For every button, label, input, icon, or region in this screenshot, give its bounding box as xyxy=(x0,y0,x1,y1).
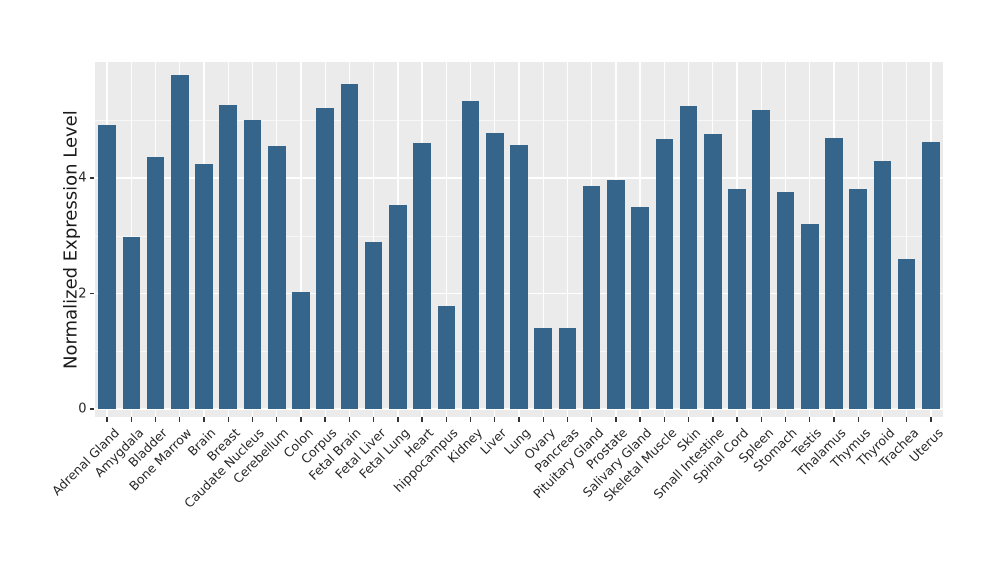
bar-skin xyxy=(679,106,698,409)
bar-bladder xyxy=(146,157,165,409)
x-tick-mark xyxy=(760,417,762,422)
x-tick-mark xyxy=(712,417,714,422)
bar-breast xyxy=(219,104,238,409)
bar-fetal-liver xyxy=(364,241,383,409)
x-tick-mark xyxy=(736,417,738,422)
x-tick-mark xyxy=(397,417,399,422)
x-tick-mark xyxy=(881,417,884,422)
x-tick-mark xyxy=(663,417,666,422)
x-tick-mark xyxy=(518,417,520,422)
y-tick-mark xyxy=(89,408,94,410)
bar-amygdala xyxy=(122,237,141,409)
x-tick-label: Liver xyxy=(477,424,510,457)
bar-caudate-nucleus xyxy=(243,120,262,409)
bar-pituitary-gland xyxy=(582,186,601,409)
x-tick-mark xyxy=(227,417,229,422)
bar-stomach xyxy=(776,192,795,409)
bar-prostate xyxy=(607,179,625,409)
bar-fetal-brain xyxy=(340,84,359,409)
x-tick-mark xyxy=(905,417,908,422)
category-gridline xyxy=(566,62,569,417)
bar-colon xyxy=(292,291,310,409)
category-gridline xyxy=(542,62,544,417)
bar-pancreas xyxy=(558,328,577,409)
bar-lung xyxy=(510,144,528,409)
x-tick-mark xyxy=(251,417,254,422)
bar-thalamus xyxy=(825,137,843,409)
x-tick-mark xyxy=(566,417,569,422)
plot-panel xyxy=(95,62,943,417)
bar-adrenal-gland xyxy=(98,124,116,409)
x-tick-mark xyxy=(179,417,181,422)
x-tick-mark xyxy=(687,417,690,422)
y-tick-mark xyxy=(89,292,94,295)
x-tick-mark xyxy=(833,417,835,422)
bar-heart xyxy=(413,143,431,409)
bar-salivary-gland xyxy=(631,206,649,409)
x-tick-mark xyxy=(494,417,496,422)
y-tick-label: 4 xyxy=(78,170,87,186)
x-tick-mark xyxy=(300,417,302,422)
bar-spinal-cord xyxy=(728,188,746,409)
x-tick-mark xyxy=(348,417,351,422)
bar-fetal-lung xyxy=(389,205,407,409)
category-gridline xyxy=(372,62,375,417)
bar-liver xyxy=(485,132,504,409)
y-tick-mark xyxy=(89,177,94,179)
bar-thymus xyxy=(849,188,867,409)
y-axis-title: Normalized Expression Level xyxy=(60,110,82,369)
bar-skeletal-muscle xyxy=(655,138,674,409)
x-tick-mark xyxy=(542,417,544,422)
bar-spleen xyxy=(752,110,771,409)
y-tick-label: 0 xyxy=(78,401,87,417)
bar-uterus xyxy=(922,142,940,409)
category-gridline xyxy=(906,62,908,417)
x-tick-mark xyxy=(130,417,133,422)
bar-small-intestine xyxy=(704,134,722,409)
bar-testis xyxy=(800,223,819,409)
bar-ovary xyxy=(534,328,553,409)
bar-kidney xyxy=(461,101,480,409)
y-tick-label: 2 xyxy=(78,286,87,301)
x-tick-mark xyxy=(106,417,108,422)
x-tick-mark xyxy=(276,417,278,422)
x-tick-mark xyxy=(469,417,472,422)
x-tick-mark xyxy=(421,417,423,422)
x-tick-mark xyxy=(203,417,205,422)
bar-trachea xyxy=(897,259,916,409)
bar-brain xyxy=(195,164,213,409)
bar-thyroid xyxy=(873,160,892,409)
x-tick-mark xyxy=(615,417,617,422)
bar-corpus xyxy=(316,107,334,409)
x-tick-mark xyxy=(784,417,787,422)
x-tick-mark xyxy=(639,417,641,422)
bar-cerebellum xyxy=(267,145,286,409)
category-gridline xyxy=(445,62,447,417)
x-tick-mark xyxy=(930,417,932,422)
bar-bone-marrow xyxy=(171,75,189,409)
bar-hippocampus xyxy=(437,306,456,409)
x-tick-mark xyxy=(372,417,375,422)
x-tick-mark xyxy=(857,417,859,422)
x-tick-mark xyxy=(445,417,447,422)
x-tick-mark xyxy=(324,417,326,422)
x-tick-mark xyxy=(154,417,157,422)
x-tick-mark xyxy=(590,417,593,422)
category-gridline xyxy=(300,62,302,417)
x-tick-mark xyxy=(809,417,811,422)
